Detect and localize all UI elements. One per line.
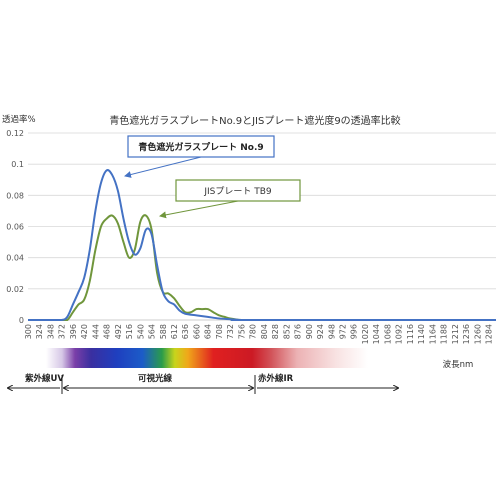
x-tick-label: 996 [350, 324, 359, 339]
x-tick-label: 1236 [462, 324, 471, 344]
x-tick-label: 396 [69, 324, 78, 339]
x-tick-label: 1068 [383, 324, 392, 344]
x-tick-label: 540 [136, 324, 145, 339]
callout-blue-label: 青色遮光ガラスプレート No.9 [138, 141, 263, 153]
y-tick-label: 0.04 [6, 254, 24, 263]
spectrum-bar [46, 348, 368, 368]
x-tick-label: 732 [226, 324, 235, 339]
x-tick-label: 756 [237, 324, 246, 339]
y-axis-label: 透過率% [2, 114, 36, 125]
x-tick-label: 588 [159, 324, 168, 339]
x-tick-label: 420 [80, 324, 89, 339]
y-ticks: 0 0.02 0.04 0.06 0.08 0.1 0.12 [6, 129, 24, 325]
band-ir-label: 赤外線IR [258, 373, 294, 384]
x-tick-label: 1212 [451, 324, 460, 344]
y-tick-label: 0 [19, 316, 24, 325]
x-tick-label: 1044 [372, 324, 381, 344]
x-tick-label: 1020 [361, 324, 370, 344]
x-tick-label: 612 [170, 324, 179, 339]
series-line-jis-tb9 [27, 214, 496, 322]
x-ticks: 300 324 348 372 396 420 444 468 492 516 540 564 588 6… [24, 324, 494, 344]
series-group [27, 169, 496, 322]
x-tick-label: 804 [260, 324, 269, 339]
x-tick-label: 876 [294, 324, 303, 339]
series-line-blue-no9 [27, 169, 496, 322]
chart-title: 青色遮光ガラスプレートNo.9とJISプレート遮光度9の透過率比較 [109, 114, 400, 127]
x-tick-label: 348 [46, 324, 55, 339]
x-tick-label: 636 [181, 324, 190, 339]
x-tick-label: 444 [91, 324, 100, 339]
x-tick-label: 660 [192, 324, 201, 339]
x-tick-label: 516 [125, 324, 134, 339]
x-tick-label: 972 [338, 324, 347, 339]
y-tick-label: 0.12 [6, 129, 24, 138]
y-tick-label: 0.08 [6, 191, 24, 200]
x-tick-label: 1188 [440, 324, 449, 344]
x-tick-label: 708 [215, 324, 224, 339]
x-tick-label: 324 [35, 324, 44, 339]
band-uv-label: 紫外線UV [25, 373, 64, 384]
y-tick-label: 0.1 [11, 160, 24, 169]
x-tick-label: 492 [114, 324, 123, 339]
x-tick-label: 924 [316, 324, 325, 339]
x-tick-label: 372 [58, 324, 67, 339]
callout-green: JISプレート TB9 [159, 179, 301, 219]
x-tick-label: 468 [103, 324, 112, 339]
callout-green-label: JISプレート TB9 [203, 186, 272, 197]
callout-blue-arrow [124, 156, 202, 178]
x-tick-label: 1092 [395, 324, 404, 344]
band-visible-label: 可視光線 [138, 373, 173, 384]
y-tick-label: 0.06 [6, 223, 24, 232]
x-tick-label: 1116 [406, 324, 415, 344]
x-tick-label: 684 [204, 324, 213, 339]
x-tick-label: 1260 [473, 324, 482, 344]
x-tick-label: 1140 [417, 324, 426, 344]
x-tick-label: 852 [282, 324, 291, 339]
x-tick-label: 564 [148, 324, 157, 339]
y-tick-label: 0.02 [6, 285, 24, 294]
grid [28, 132, 496, 321]
x-tick-label: 1284 [485, 324, 494, 344]
callout-blue: 青色遮光ガラスプレート No.9 [124, 135, 275, 178]
x-axis-label: 波長nm [443, 359, 474, 370]
x-tick-label: 1164 [428, 324, 437, 344]
x-tick-label: 300 [24, 324, 33, 339]
x-tick-label: 948 [327, 324, 336, 339]
x-tick-label: 780 [249, 324, 258, 339]
x-tick-label: 900 [305, 324, 314, 339]
callout-green-arrow [159, 200, 239, 219]
x-tick-label: 828 [271, 324, 280, 339]
